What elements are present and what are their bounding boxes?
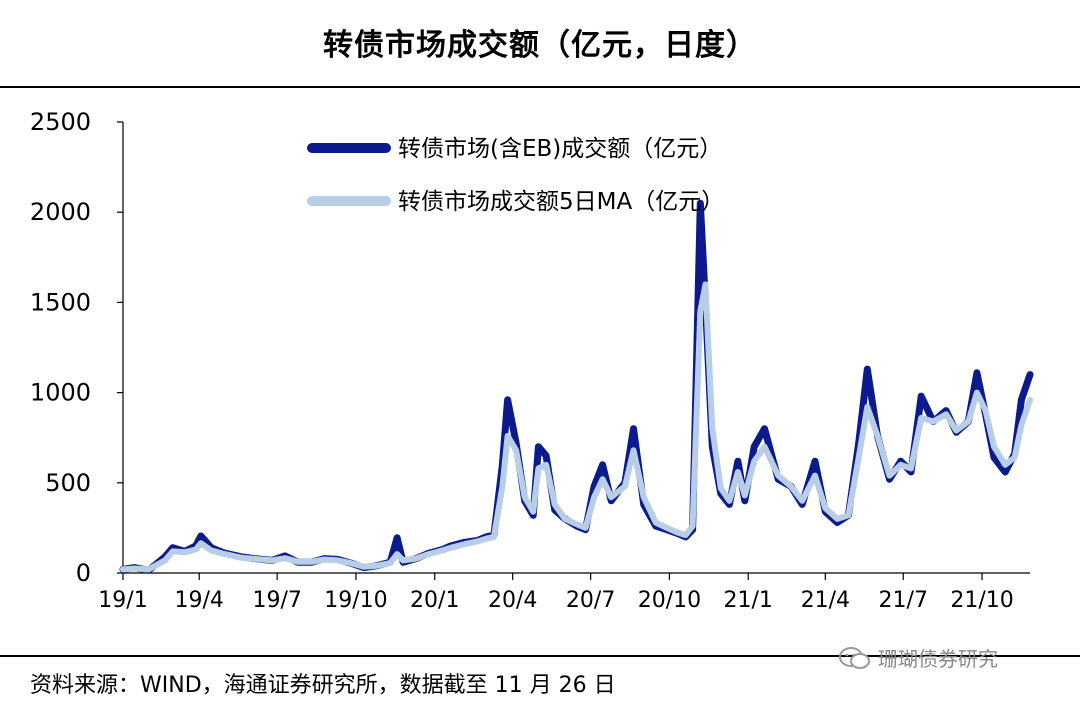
x-tick-label: 20/1 [410, 588, 459, 613]
series-line-ma5 [120, 281, 1033, 573]
y-tick-label: 1000 [30, 379, 91, 407]
title-divider [0, 86, 1080, 88]
x-tick-label: 21/4 [801, 588, 850, 613]
source-note: 资料来源：WIND，海通证券研究所，数据截至 11 月 26 日 [30, 673, 616, 698]
title-bar: 转债市场成交额（亿元，日度） [0, 0, 1080, 88]
legend-label-ma5: 转债市场成交额5日MA（亿元） [398, 189, 724, 215]
series-line-turnover [119, 199, 1034, 574]
y-tick-label: 1500 [30, 288, 91, 316]
footer-divider [0, 655, 1080, 657]
watermark-text: 珊瑚债券研究 [878, 647, 998, 671]
y-tick-label: 0 [76, 559, 91, 587]
watermark: 珊瑚债券研究 [838, 643, 998, 672]
legend-label-turnover: 转债市场(含EB)成交额（亿元） [398, 136, 722, 162]
x-tick-label: 21/7 [879, 588, 928, 613]
y-tick-label: 2000 [30, 198, 91, 226]
x-tick-label: 19/10 [324, 588, 387, 613]
x-tick-label: 20/4 [488, 588, 537, 613]
x-tick-label: 21/1 [724, 588, 773, 613]
x-tick-label: 20/7 [566, 588, 615, 613]
chart: 0 500 1000 1500 2000 2500 19/1 19/4 19/7 19/10 20/… [30, 108, 1034, 613]
x-tick-label: 20/10 [638, 588, 701, 613]
wechat-icon [839, 646, 870, 669]
x-tick-label: 19/4 [175, 588, 224, 613]
y-tick-label: 2500 [30, 108, 91, 136]
y-tick-label: 500 [45, 469, 91, 497]
x-tick-label: 19/7 [252, 588, 301, 613]
page-title: 转债市场成交额（亿元，日度） [323, 28, 757, 63]
x-tick-label: 21/10 [950, 588, 1013, 613]
x-tick-label: 19/1 [98, 588, 147, 613]
